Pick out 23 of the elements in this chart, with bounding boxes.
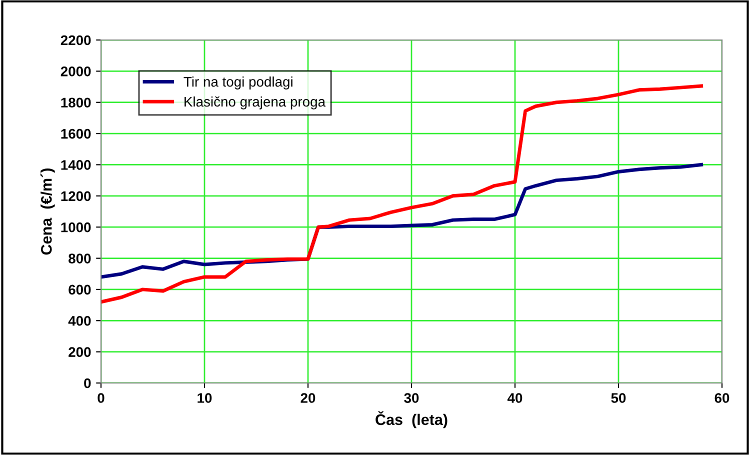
y-tick-label: 0 <box>84 378 91 388</box>
x-tick-label: 0 <box>98 393 104 403</box>
x-axis-title: Čas (leta) <box>376 411 448 428</box>
y-tick-label: 1400 <box>61 160 91 170</box>
x-tick-label: 30 <box>404 393 419 403</box>
y-tick-label: 1600 <box>61 128 91 139</box>
x-tick-label: 50 <box>611 393 626 403</box>
y-tick-label: 400 <box>68 316 91 326</box>
x-tick-label: 10 <box>198 393 212 403</box>
x-tick-label: 60 <box>714 393 730 403</box>
y-tick-label: 600 <box>68 284 91 295</box>
y-axis-title: Cena (€/m´) <box>40 168 55 255</box>
y-tick-label: 2000 <box>60 66 91 76</box>
y-tick-label: 800 <box>68 254 91 264</box>
x-tick-label: 40 <box>507 393 522 403</box>
y-tick-label: 200 <box>68 347 91 357</box>
x-tick-label: 20 <box>300 393 316 403</box>
y-tick-label: 1800 <box>61 98 91 108</box>
legend-label: Klasično grajena proga <box>184 96 326 110</box>
y-tick-label: 2200 <box>60 35 91 46</box>
y-tick-label: 1200 <box>61 191 91 202</box>
legend-label: Tir na togi podlagi <box>184 76 292 90</box>
y-tick-label: 1000 <box>61 222 91 232</box>
